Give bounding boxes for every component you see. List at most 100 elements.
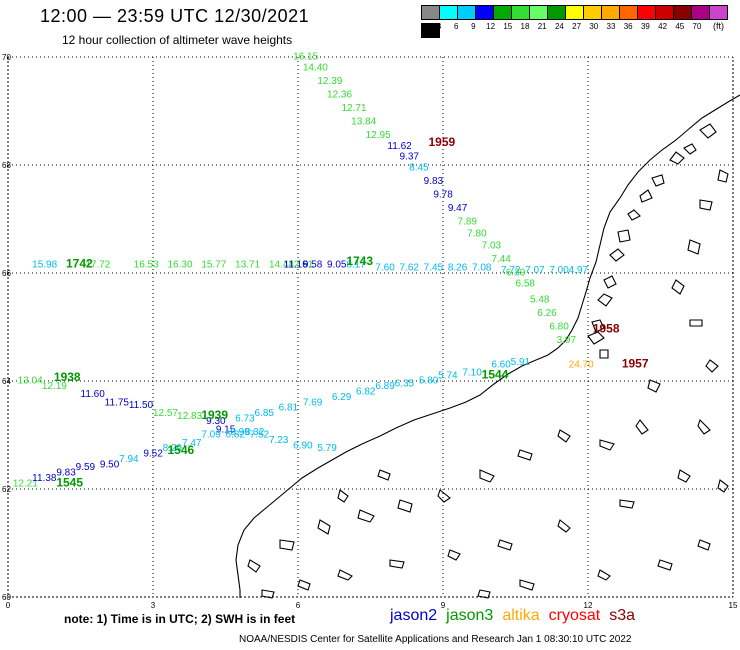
wave-height-label: 7.89 (458, 216, 478, 227)
legend-label: 42 (658, 22, 668, 31)
wave-height-label: 16.30 (168, 260, 193, 271)
wave-height-label: 7.52 (250, 430, 270, 441)
y-tick-label: 70 (2, 53, 11, 62)
wave-height-label: 15.77 (201, 260, 226, 271)
wave-height-label: 5.91 (511, 357, 531, 368)
wave-height-label: 17.72 (85, 260, 110, 271)
wave-height-label: 7.07 (525, 265, 545, 276)
wave-height-label: 5.80 (419, 376, 439, 387)
pass-time-label: 1743 (346, 254, 373, 268)
wave-height-label: 6.82 (356, 387, 376, 398)
legend-swatch (421, 23, 440, 38)
wave-height-label: 8.45 (409, 162, 429, 173)
legend-label: 39 (640, 22, 650, 31)
wave-height-label: 16.53 (134, 260, 159, 271)
satellite-name: s3a (609, 607, 636, 624)
wave-height-label: 7.60 (375, 262, 395, 273)
x-tick-label: 6 (296, 601, 301, 610)
wave-height-label: 6.39 (506, 268, 526, 279)
legend-label: 6 (453, 22, 459, 31)
color-legend (421, 5, 740, 41)
wave-height-label: 12.57 (153, 408, 178, 419)
satellite-name: cryosat (548, 607, 601, 624)
wave-height-label: 6.82 (226, 430, 246, 441)
legend-label: 15 (503, 22, 513, 31)
wave-height-label: 16.15 (293, 52, 318, 63)
wave-height-label: 9.58 (303, 260, 323, 271)
legend-unit: (ft) (713, 21, 724, 31)
wave-height-label: 7.45 (424, 262, 444, 273)
wave-height-label: 11.50 (129, 400, 154, 411)
pass-time-label: 1939 (201, 408, 228, 422)
x-tick-label: 12 (584, 601, 593, 610)
wave-height-label: 7.69 (303, 397, 323, 408)
wave-height-label: 4.97 (569, 265, 589, 276)
wave-height-label: 5.48 (530, 295, 550, 306)
wave-height-label: 6.73 (235, 414, 255, 425)
wave-height-label: 6.58 (516, 279, 536, 290)
coastline (235, 94, 740, 599)
wave-height-label: 11.16 (284, 260, 309, 271)
footer-note: note: 1) Time is in UTC; 2) SWH is in fe… (64, 612, 296, 626)
map-title: 12:00 — 23:59 UTC 12/30/2021 (40, 6, 310, 26)
x-tick-label: 9 (441, 601, 446, 610)
wave-height-label: 6.35 (395, 378, 415, 389)
wave-height-label: 6.81 (279, 403, 299, 414)
wave-height-label: 12.83 (177, 411, 202, 422)
wave-height-label: 8.17 (346, 260, 366, 271)
wave-height-label: 8.29 (163, 443, 183, 454)
wave-height-label: 11.60 (81, 389, 106, 400)
wave-height-label: 7.72 (501, 265, 521, 276)
wave-height-label: 7.00 (549, 265, 569, 276)
legend-label: 9 (471, 22, 476, 31)
y-tick-label: 60 (2, 593, 11, 602)
pass-time-label: 1546 (168, 443, 195, 457)
satellite-name: jason2 (390, 607, 438, 624)
wave-height-label: 6.89 (375, 381, 395, 392)
wave-height-label: 12.19 (42, 381, 67, 392)
wave-height-label: 9.05 (327, 260, 347, 271)
wave-height-label: 5.79 (317, 443, 337, 454)
y-tick-label: 68 (2, 161, 11, 170)
pass-time-label: 1959 (429, 135, 456, 149)
wave-height-label: 5.74 (438, 370, 458, 381)
wave-height-label: 8.32 (245, 427, 265, 438)
wave-height-label: 9.47 (448, 203, 468, 214)
wave-height-label: 9.78 (433, 189, 453, 200)
wave-height-label: 6.60 (491, 360, 511, 371)
wave-height-label: 6.85 (255, 408, 275, 419)
y-tick-label: 66 (2, 269, 11, 278)
wave-height-label: 7.47 (182, 438, 202, 449)
x-tick-label: 15 (729, 601, 738, 610)
legend-label: 45 (675, 22, 685, 31)
y-tick-label: 62 (2, 485, 11, 494)
wave-height-label: 6.29 (332, 392, 352, 403)
wave-height-label: 6.26 (537, 308, 557, 319)
wave-height-label: 9.15 (216, 424, 236, 435)
pass-time-label: 1544 (482, 367, 509, 381)
wave-height-label: 6.90 (293, 441, 313, 452)
legend-label: 12 (486, 22, 496, 31)
map-subtitle: 12 hour collection of altimeter wave hei… (62, 33, 293, 47)
satellite-legend: jason2 jason3 altika cryosat s3a (390, 607, 644, 625)
y-tick-label: 64 (2, 377, 11, 386)
wave-height-label: 9.83 (424, 176, 444, 187)
footer-credit: NOAA/NESDIS Center for Satellite Applica… (239, 634, 632, 645)
wave-height-label: 13.84 (351, 117, 376, 128)
wave-height-label: 8.99 (230, 427, 250, 438)
wave-height-label: 14.44 (269, 260, 294, 271)
plot-frame (7, 56, 734, 598)
x-tick-label: 0 (6, 601, 11, 610)
legend-label: 70 (692, 22, 702, 31)
wave-height-label: 12.39 (317, 76, 342, 87)
pass-time-label: 1742 (66, 257, 93, 271)
wave-height-label: 7.23 (269, 435, 289, 446)
wave-height-label: 12.71 (342, 103, 367, 114)
wave-height-label: 12.36 (327, 90, 352, 101)
pass-time-label: 1957 (622, 357, 649, 371)
wave-height-label: 11.75 (105, 397, 130, 408)
legend-label: 3 (436, 22, 442, 31)
satellite-name: jason3 (446, 607, 494, 624)
